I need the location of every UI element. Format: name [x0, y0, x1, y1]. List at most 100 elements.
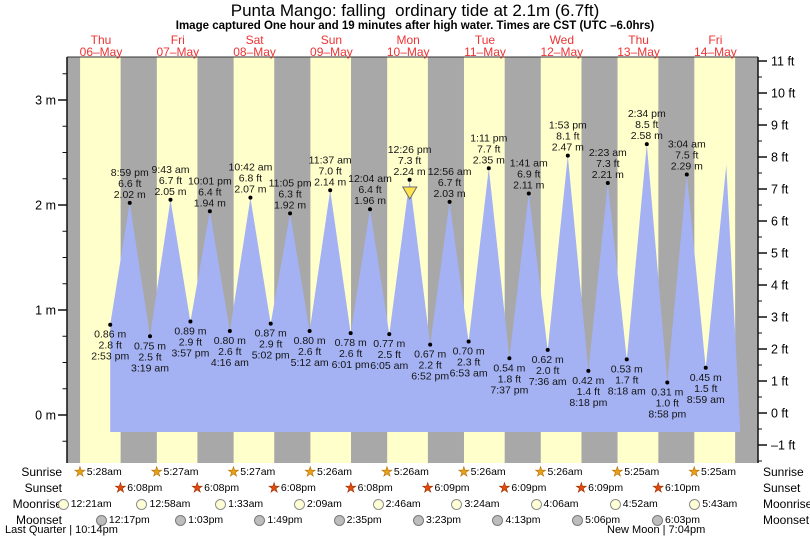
high-tide-time: 10:42 am [229, 162, 273, 174]
low-tide-feet: 2.6 ft [339, 348, 362, 360]
high-tide-feet: 6.7 ft [438, 177, 461, 189]
low-tide-metres: 0.42 m [572, 375, 604, 387]
moonrise-circle-icon [372, 498, 384, 510]
low-tide-metres: 0.62 m [532, 354, 564, 366]
sunrise-time-entry: ★ 5:28am [74, 465, 122, 479]
day-name-label: Fri [708, 33, 722, 47]
low-tide-metres: 0.86 m [94, 329, 126, 341]
high-tide-feet: 6.7 ft [159, 175, 182, 187]
high-tide-metres: 1.94 m [194, 197, 226, 209]
sunrise-time: 5:27am [163, 466, 199, 478]
moonset-time-entry: 1:03pm [175, 513, 223, 527]
high-tide-feet: 7.5 ft [675, 150, 698, 162]
moonset-circle-icon [492, 514, 504, 526]
low-tide-time: 8:18 am [608, 385, 646, 397]
sunset-star-icon: ★ [114, 480, 127, 496]
low-tide-metres: 0.67 m [414, 349, 446, 361]
low-tide-time: 8:59 am [687, 394, 725, 406]
high-tide-time: 9:43 am [152, 164, 190, 176]
day-date-label: 14–May [694, 45, 737, 59]
day-date-label: 06–May [80, 45, 123, 59]
moonrise-circle-icon [136, 498, 148, 510]
sunset-time: 6:09pm [511, 482, 547, 494]
moonset-row-label: Moonset [763, 513, 810, 527]
tide-point-dot [466, 339, 471, 344]
sunrise-time: 5:26am [547, 466, 583, 478]
moonrise-time-entry: 4:52am [609, 497, 658, 511]
sunset-time: 6:09pm [434, 482, 470, 494]
moonset-time: 2:35pm [346, 514, 382, 526]
moonset-circle-icon [413, 514, 425, 526]
moonset-time-entry: 2:35pm [333, 513, 382, 527]
sunrise-time-entry: ★ 5:25am [688, 465, 736, 479]
high-tide-metres: 2.47 m [552, 142, 584, 154]
tide-curve [110, 144, 741, 432]
low-tide-time: 5:12 am [291, 357, 329, 369]
low-tide-time: 2:53 pm [91, 351, 129, 363]
high-tide-feet: 6.8 ft [239, 173, 262, 185]
low-tide-time: 6:05 am [370, 360, 408, 372]
sunset-time-entry: ★ 6:08pm [114, 480, 162, 496]
y-axis-left-label: 2 m [35, 199, 56, 213]
tide-point-dot [703, 365, 708, 370]
high-tide-metres: 2.03 m [434, 188, 466, 200]
day-date-label: 09–May [310, 45, 353, 59]
high-tide-metres: 2.58 m [631, 130, 663, 142]
high-tide-feet: 7.3 ft [596, 158, 619, 170]
moonrise-time-entry: 2:09am [293, 497, 342, 511]
high-tide-feet: 6.9 ft [517, 168, 540, 180]
y-axis-right-label: 10 ft [771, 87, 796, 101]
moonrise-circle-icon [215, 498, 227, 510]
sunset-time-entry: ★ 6:08pm [345, 481, 393, 495]
y-axis-right-label: 0 ft [771, 407, 789, 421]
high-tide-feet: 7.7 ft [477, 143, 500, 155]
day-name-label: Mon [397, 33, 420, 47]
moonrise-circle-icon [609, 498, 621, 510]
tide-point-dot [248, 195, 253, 200]
moonset-time: 4:13pm [505, 514, 541, 526]
sunrise-time: 5:28am [86, 466, 122, 478]
low-tide-feet: 2.9 ft [179, 337, 202, 349]
day-date-label: 07–May [156, 45, 199, 59]
high-tide-time: 1:53 pm [549, 120, 587, 132]
low-tide-time: 8:58 pm [648, 408, 686, 420]
high-tide-feet: 7.0 ft [318, 165, 341, 177]
tide-point-dot [565, 153, 570, 158]
high-tide-metres: 2.35 m [473, 154, 505, 166]
tide-point-dot [227, 329, 232, 333]
low-tide-feet: 2.3 ft [457, 357, 480, 369]
high-tide-feet: 6.3 ft [278, 188, 301, 200]
moonset-time-entry: 12:17pm [95, 513, 150, 527]
moonrise-circle-icon [57, 498, 69, 510]
y-axis-right-label: 11 ft [771, 55, 795, 69]
high-tide-time: 11:37 am [309, 154, 352, 166]
low-tide-metres: 0.80 m [214, 335, 246, 347]
sunrise-time-entry: ★ 5:27am [151, 465, 199, 479]
sunrise-star-icon: ★ [534, 464, 547, 480]
sunrise-row-label: Sunrise [763, 465, 804, 479]
sunset-row-label: Sunset [24, 481, 62, 495]
tide-point-dot [387, 332, 392, 337]
high-tide-metres: 2.05 m [154, 186, 186, 198]
low-tide-time: 4:16 am [211, 357, 249, 369]
moonset-time-entry: 1:49pm [254, 513, 302, 527]
moonset-time-entry: 3:23pm [413, 513, 461, 527]
low-tide-feet: 2.5 ft [138, 351, 161, 363]
moonrise-time-entry: 12:21am [57, 497, 112, 511]
current-time-marker-icon [401, 186, 418, 200]
low-tide-metres: 0.89 m [174, 326, 206, 338]
sunset-time: 6:09pm [588, 482, 624, 494]
sunrise-time: 5:26am [393, 466, 429, 478]
sunrise-time: 5:26am [317, 466, 353, 478]
tide-point-dot [148, 334, 153, 339]
sunrise-star-icon: ★ [150, 464, 163, 480]
moonset-time: 3:23pm [426, 514, 462, 526]
sunset-star-icon: ★ [652, 480, 664, 496]
high-tide-time: 3:04 am [668, 139, 706, 151]
moonset-row-label: Moonset [15, 513, 62, 527]
moonset-time-entry: 6:03pm [651, 513, 700, 527]
moonrise-time-entry: 1:33am [215, 497, 263, 511]
day-date-label: 08–May [233, 45, 276, 59]
sunset-time: 6:08pm [280, 482, 316, 494]
